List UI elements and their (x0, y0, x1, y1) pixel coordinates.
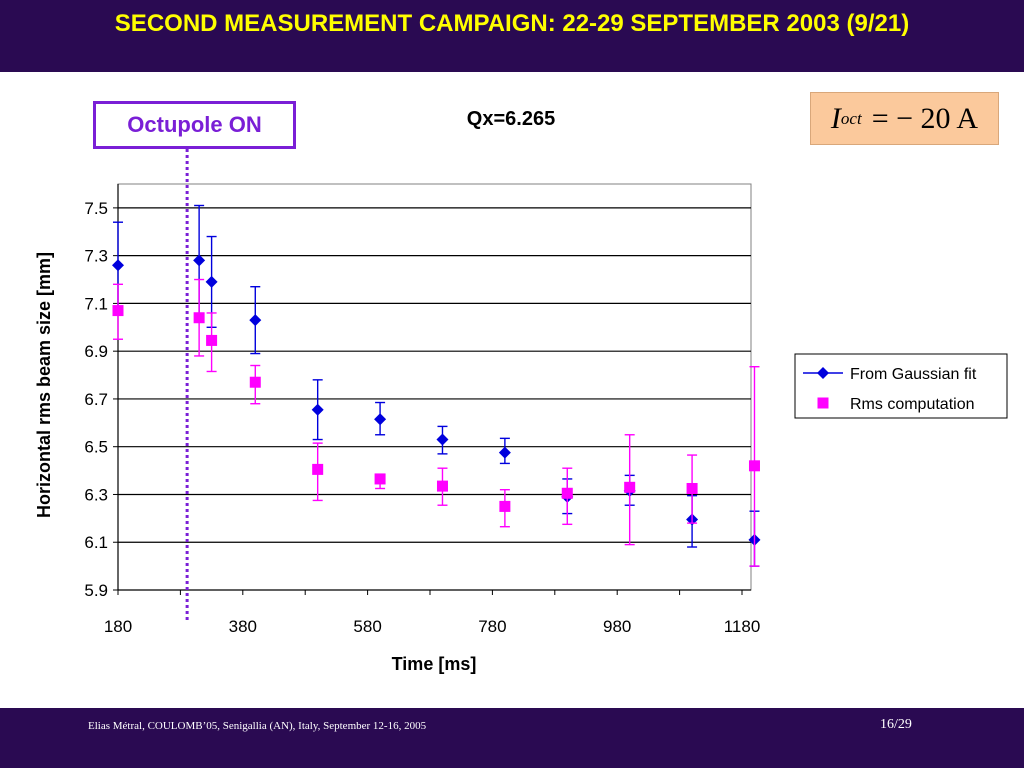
data-point (206, 334, 218, 346)
y-tick-label: 6.9 (84, 342, 108, 361)
data-point (112, 259, 124, 272)
formula-subscript: oct (840, 108, 862, 128)
legend-label-gaussian: From Gaussian fit (850, 366, 977, 383)
legend-label-rms: Rms computation (850, 396, 975, 413)
slide-title: SECOND MEASUREMENT CAMPAIGN: 22-29 SEPTE… (114, 10, 910, 37)
legend-marker-gaussian (817, 367, 829, 379)
y-tick-label: 7.3 (84, 247, 108, 266)
data-point (205, 275, 218, 288)
y-tick-label: 5.9 (84, 581, 108, 600)
legend-box (794, 353, 1008, 419)
page-number: 16/29 (880, 717, 912, 732)
data-point (374, 413, 387, 426)
data-point (374, 473, 386, 485)
footer-credit: Elias Métral, COULOMB’05, Senigallia (AN… (88, 720, 427, 732)
data-point (311, 403, 324, 416)
data-point (193, 254, 206, 267)
data-point (498, 446, 511, 459)
y-tick-label: 6.1 (84, 533, 108, 552)
y-tick-label: 6.3 (84, 485, 108, 504)
x-tick-label: 980 (603, 617, 631, 636)
x-tick-label: 380 (229, 617, 257, 636)
data-point (436, 480, 448, 492)
octupole-on-label: Octupole ON (93, 101, 296, 149)
formula-symbol: I (830, 101, 841, 135)
x-tick-label: 180 (104, 617, 132, 636)
x-axis-title: Time [ms] (392, 654, 477, 674)
formula-rhs: = − 20 A (871, 101, 979, 135)
y-axis-title: Horizontal rms beam size [mm] (34, 252, 54, 518)
data-point (312, 463, 324, 475)
legend-marker-rms (817, 397, 829, 409)
footer-bar (0, 708, 1024, 768)
data-point (249, 376, 261, 388)
x-tick-label: 780 (478, 617, 506, 636)
data-point (748, 460, 760, 472)
data-point (686, 483, 698, 494)
data-point (249, 314, 262, 327)
data-point (112, 305, 124, 317)
data-point (193, 312, 205, 324)
data-point (561, 487, 573, 499)
y-tick-label: 7.1 (84, 294, 108, 313)
chart-title: Qx=6.265 (467, 108, 555, 130)
data-point (624, 481, 636, 493)
title-bar (0, 0, 1024, 72)
data-point (499, 500, 511, 512)
plot-area (117, 183, 752, 591)
data-point (436, 433, 449, 446)
x-tick-label: 580 (353, 617, 381, 636)
series-rms-computation (112, 278, 760, 567)
y-tick-label: 6.5 (84, 438, 108, 457)
y-tick-label: 6.7 (84, 390, 108, 409)
y-tick-label: 7.5 (84, 199, 108, 218)
x-tick-label: 1180 (724, 617, 761, 636)
